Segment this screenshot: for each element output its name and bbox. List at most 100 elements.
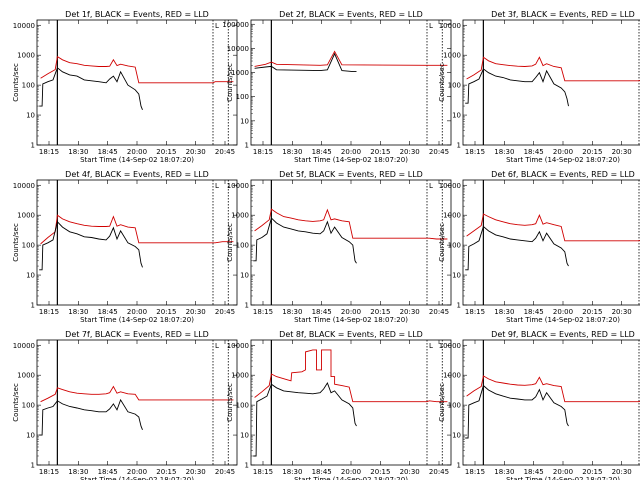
y-tick-label: 1000 xyxy=(443,372,461,380)
x-tick-label: 20:00 xyxy=(127,308,147,316)
x-tick-label: 18:15 xyxy=(253,148,273,156)
y-tick-label: 1000 xyxy=(17,372,35,380)
series-events-black xyxy=(253,217,357,264)
y-tick-label: 10000 xyxy=(227,45,249,53)
plot-frame xyxy=(462,19,640,146)
marker-flag-label: L xyxy=(429,342,433,350)
x-tick-label: 20:00 xyxy=(553,148,573,156)
y-tick-label: 100 xyxy=(236,242,249,250)
x-tick-label: 20:00 xyxy=(127,468,147,476)
series-lld-red xyxy=(40,55,234,84)
panel-det-1: Det 1f, BLACK = Events, RED = LLD 1 10 100 1… xyxy=(12,10,238,164)
x-tick-label: 20:45 xyxy=(429,308,449,316)
y-tick-label: 100 xyxy=(236,402,249,410)
panel-det-3: Det 3f, BLACK = Events, RED = LLD 1 10 100 1… xyxy=(438,10,640,164)
marker-flag-label: L xyxy=(215,182,219,190)
x-tick-label: 18:30 xyxy=(68,308,88,316)
y-tick-label: 10 xyxy=(26,432,35,440)
x-tick-label: 18:45 xyxy=(312,308,332,316)
x-tick-label: 20:30 xyxy=(612,468,632,476)
y-tick-label: 10 xyxy=(452,272,461,280)
x-tick-label: 20:15 xyxy=(582,308,602,316)
x-axis-label: Start Time (14-Sep-02 18:07:20) xyxy=(80,156,194,164)
plot-frame xyxy=(250,179,452,306)
y-tick-label: 1000 xyxy=(443,52,461,60)
series-events-black xyxy=(253,381,357,457)
y-tick-label: 1 xyxy=(31,302,35,310)
x-tick-label: 20:30 xyxy=(400,148,420,156)
y-tick-label: 10000 xyxy=(439,342,461,350)
y-axis-label: Counts/sec xyxy=(438,383,446,422)
y-tick-label: 10000 xyxy=(439,182,461,190)
x-tick-label: 18:30 xyxy=(282,148,302,156)
panel-det-4: Det 4f, BLACK = Events, RED = LLD 1 10 100 1… xyxy=(12,170,238,324)
x-tick-label: 18:15 xyxy=(39,308,59,316)
panel-title: Det 9f, BLACK = Events, RED = LLD xyxy=(491,330,635,339)
x-axis-label: Start Time (14-Sep-02 18:07:20) xyxy=(506,156,620,164)
x-tick-label: 20:00 xyxy=(341,468,361,476)
plot-frame xyxy=(462,179,640,306)
x-tick-label: 20:15 xyxy=(370,148,390,156)
x-tick-label: 18:15 xyxy=(39,148,59,156)
panel-det-2: Det 2f, BLACK = Events, RED = LLD 1 10 100 1… xyxy=(222,10,452,164)
panel-title: Det 4f, BLACK = Events, RED = LLD xyxy=(65,170,209,179)
y-axis-label: Counts/sec xyxy=(438,223,446,262)
x-tick-label: 20:30 xyxy=(612,148,632,156)
y-tick-label: 1 xyxy=(31,462,35,470)
y-tick-label: 1 xyxy=(457,302,461,310)
x-tick-label: 20:00 xyxy=(553,468,573,476)
y-tick-label: 1 xyxy=(245,462,249,470)
panel-det-6: Det 6f, BLACK = Events, RED = LLD 1 10 100 1… xyxy=(438,170,640,324)
x-tick-label: 18:45 xyxy=(524,468,544,476)
x-tick-label: 20:00 xyxy=(341,308,361,316)
x-axis-label: Start Time (14-Sep-02 18:07:20) xyxy=(80,316,194,324)
plot-frame xyxy=(462,339,640,466)
y-tick-label: 1000 xyxy=(231,69,249,77)
x-tick-label: 20:15 xyxy=(156,468,176,476)
y-tick-label: 100 xyxy=(236,93,249,101)
y-axis-label: Counts/sec xyxy=(12,383,20,422)
y-tick-label: 100 xyxy=(448,82,461,90)
y-tick-label: 10000 xyxy=(227,342,249,350)
series-lld-red xyxy=(254,50,448,67)
panel-title: Det 3f, BLACK = Events, RED = LLD xyxy=(491,10,635,19)
y-tick-label: 10000 xyxy=(13,22,35,30)
y-axis-label: Counts/sec xyxy=(12,223,20,262)
x-tick-label: 18:45 xyxy=(98,468,118,476)
y-tick-label: 1000 xyxy=(443,212,461,220)
y-tick-label: 10 xyxy=(240,117,249,125)
x-tick-label: 18:45 xyxy=(98,148,118,156)
x-tick-label: 20:30 xyxy=(400,308,420,316)
y-tick-label: 100 xyxy=(448,402,461,410)
x-tick-label: 20:15 xyxy=(582,148,602,156)
x-tick-label: 20:45 xyxy=(215,468,235,476)
y-axis-label: Counts/sec xyxy=(12,63,20,102)
series-lld-red xyxy=(466,375,640,403)
series-events-black xyxy=(39,67,143,110)
y-tick-label: 10 xyxy=(26,272,35,280)
series-events-black xyxy=(254,52,357,73)
y-tick-label: 10 xyxy=(240,432,249,440)
x-tick-label: 20:45 xyxy=(215,308,235,316)
series-events-black xyxy=(465,225,569,271)
x-axis-label: Start Time (14-Sep-02 18:07:20) xyxy=(506,316,620,324)
x-tick-label: 18:45 xyxy=(312,468,332,476)
x-tick-label: 18:15 xyxy=(465,468,485,476)
x-axis-label: Start Time (14-Sep-02 18:07:20) xyxy=(294,316,408,324)
y-tick-label: 10 xyxy=(452,432,461,440)
x-tick-label: 18:15 xyxy=(39,468,59,476)
y-tick-label: 1000 xyxy=(231,212,249,220)
y-tick-label: 1000 xyxy=(17,212,35,220)
y-axis-label: Counts/sec xyxy=(226,223,234,262)
series-lld-red xyxy=(254,208,448,240)
marker-flag-label: L xyxy=(429,22,433,30)
plot-frame xyxy=(36,339,238,466)
x-tick-label: 20:30 xyxy=(186,468,206,476)
panel-title: Det 7f, BLACK = Events, RED = LLD xyxy=(65,330,209,339)
x-tick-label: 18:45 xyxy=(524,308,544,316)
x-tick-label: 20:30 xyxy=(400,468,420,476)
y-tick-label: 1000 xyxy=(17,52,35,60)
panel-title: Det 8f, BLACK = Events, RED = LLD xyxy=(279,330,423,339)
x-tick-label: 20:00 xyxy=(553,308,573,316)
x-axis-label: Start Time (14-Sep-02 18:07:20) xyxy=(506,476,620,480)
